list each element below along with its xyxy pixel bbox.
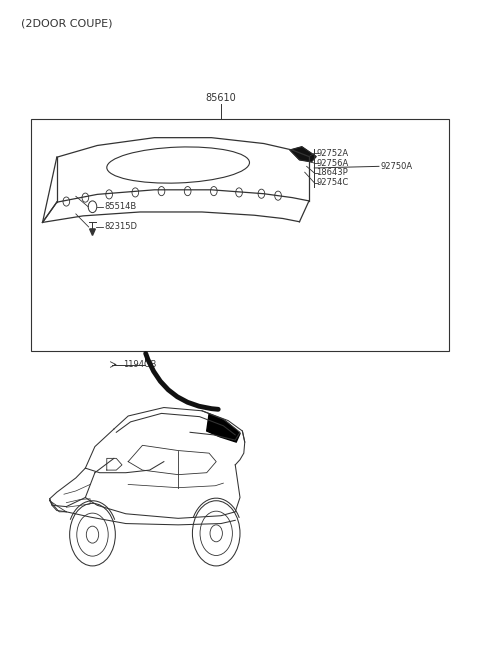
FancyArrowPatch shape bbox=[146, 354, 218, 409]
Polygon shape bbox=[207, 414, 240, 442]
Polygon shape bbox=[90, 229, 96, 236]
Text: 85514B: 85514B bbox=[104, 202, 137, 211]
Text: 92756A: 92756A bbox=[316, 159, 348, 167]
Text: 82315D: 82315D bbox=[104, 222, 137, 232]
Text: (2DOOR COUPE): (2DOOR COUPE) bbox=[21, 18, 113, 28]
Text: 18643P: 18643P bbox=[316, 169, 348, 177]
Bar bbox=[31, 119, 449, 351]
Text: 85610: 85610 bbox=[205, 93, 236, 103]
Text: 92750A: 92750A bbox=[380, 162, 412, 171]
Text: 92754C: 92754C bbox=[316, 178, 348, 187]
Text: 1194GB: 1194GB bbox=[123, 360, 157, 369]
Text: 92752A: 92752A bbox=[316, 149, 348, 158]
Polygon shape bbox=[290, 147, 316, 162]
